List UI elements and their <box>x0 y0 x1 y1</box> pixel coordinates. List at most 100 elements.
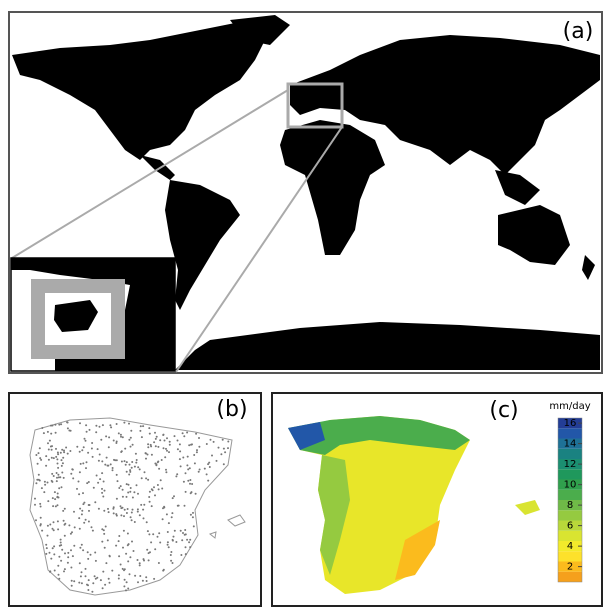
station <box>67 427 69 429</box>
station <box>93 487 95 489</box>
station <box>152 533 154 535</box>
station <box>126 471 128 473</box>
station <box>129 471 131 473</box>
station <box>132 509 134 511</box>
station <box>109 582 111 584</box>
colorbar-tick-label: 10 <box>564 480 577 491</box>
station <box>153 441 155 443</box>
station <box>198 446 200 448</box>
station <box>172 497 174 499</box>
station <box>206 443 208 445</box>
station <box>196 449 198 451</box>
station <box>158 488 160 490</box>
station <box>125 589 127 591</box>
station <box>112 469 114 471</box>
station <box>179 443 181 445</box>
station <box>116 498 118 500</box>
station <box>62 462 64 464</box>
station <box>137 511 139 513</box>
station <box>187 456 189 458</box>
station <box>120 434 122 436</box>
station <box>172 562 174 564</box>
station <box>44 484 46 486</box>
colorbar-tick-label: 12 <box>564 459 577 470</box>
station <box>120 505 122 507</box>
station <box>61 459 63 461</box>
station <box>123 530 125 532</box>
station <box>196 451 198 453</box>
station <box>50 558 52 560</box>
station <box>78 493 80 495</box>
station <box>40 506 42 508</box>
station <box>85 467 87 469</box>
station <box>118 432 120 434</box>
station <box>63 451 65 453</box>
station <box>94 552 96 554</box>
station <box>56 458 58 460</box>
station <box>195 493 197 495</box>
station <box>129 491 131 493</box>
station <box>41 427 43 429</box>
station <box>127 508 129 510</box>
station <box>161 459 163 461</box>
station <box>80 463 82 465</box>
station <box>63 477 65 479</box>
station <box>57 496 59 498</box>
station <box>125 464 127 466</box>
station <box>172 539 174 541</box>
station <box>154 432 156 434</box>
station <box>67 556 69 558</box>
station <box>131 467 133 469</box>
colorbar-swatch <box>558 428 582 438</box>
station <box>73 545 75 547</box>
station <box>47 482 49 484</box>
station <box>182 457 184 459</box>
station <box>96 577 98 579</box>
colorbar-swatch <box>558 531 582 541</box>
station <box>87 589 89 591</box>
station <box>95 425 97 427</box>
station <box>154 548 156 550</box>
station <box>103 529 105 531</box>
station <box>176 473 178 475</box>
station <box>133 491 135 493</box>
station <box>61 549 63 551</box>
station <box>166 513 168 515</box>
station <box>53 545 55 547</box>
station <box>87 551 89 553</box>
station <box>63 520 65 522</box>
station <box>108 446 110 448</box>
station <box>183 435 185 437</box>
station <box>207 463 209 465</box>
station <box>99 426 101 428</box>
station <box>57 520 59 522</box>
station <box>81 510 83 512</box>
station <box>122 547 124 549</box>
station <box>79 508 81 510</box>
station <box>129 464 131 466</box>
station <box>60 539 62 541</box>
station <box>186 539 188 541</box>
station <box>130 446 132 448</box>
station <box>168 522 170 524</box>
station <box>44 481 46 483</box>
station <box>53 521 55 523</box>
station <box>56 477 58 479</box>
station <box>34 504 36 506</box>
station <box>170 554 172 556</box>
station <box>180 465 182 467</box>
station <box>51 473 53 475</box>
station <box>100 579 102 581</box>
station <box>47 442 49 444</box>
station <box>147 443 149 445</box>
station <box>85 440 87 442</box>
station <box>105 435 107 437</box>
station <box>70 567 72 569</box>
station <box>218 447 220 449</box>
station <box>38 474 40 476</box>
station <box>132 497 134 499</box>
station <box>174 530 176 532</box>
station <box>130 437 132 439</box>
station <box>71 468 73 470</box>
station <box>132 444 134 446</box>
